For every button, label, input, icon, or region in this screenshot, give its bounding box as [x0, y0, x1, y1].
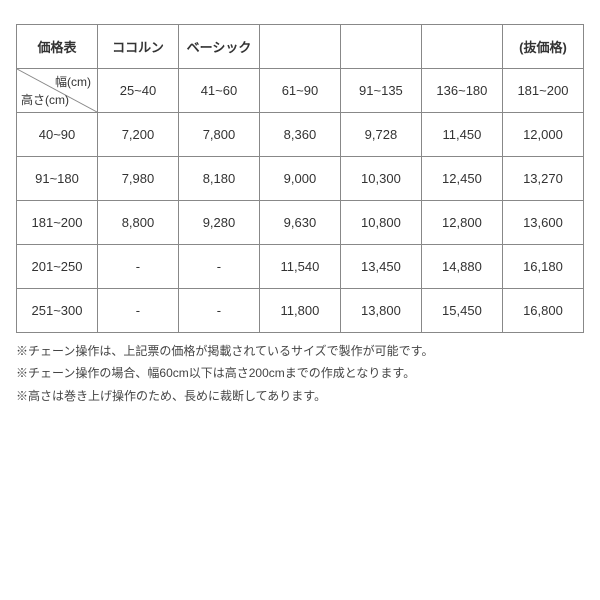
axis-height-label: 高さ(cm) — [21, 91, 69, 108]
price-cell: 7,980 — [97, 157, 178, 201]
width-range-header: 25~40 — [97, 69, 178, 113]
width-range-header: 181~200 — [502, 69, 583, 113]
axis-width-label: 幅(cm) — [55, 73, 91, 90]
blank-header — [421, 25, 502, 69]
height-range-cell: 181~200 — [17, 201, 98, 245]
price-cell: 11,800 — [259, 289, 340, 333]
price-cell: 8,800 — [97, 201, 178, 245]
price-cell: 15,450 — [421, 289, 502, 333]
price-cell: 9,280 — [178, 201, 259, 245]
table-subtitle-1: ココルン — [97, 25, 178, 69]
table-row: 91~180 7,980 8,180 9,000 10,300 12,450 1… — [17, 157, 584, 201]
height-range-cell: 40~90 — [17, 113, 98, 157]
blank-header — [340, 25, 421, 69]
notes-section: ※チェーン操作は、上記票の価格が掲載されているサイズで製作が可能です。 ※チェー… — [16, 341, 584, 406]
note-line: ※チェーン操作は、上記票の価格が掲載されているサイズで製作が可能です。 — [16, 341, 584, 361]
price-cell: 12,000 — [502, 113, 583, 157]
price-cell: 8,180 — [178, 157, 259, 201]
price-cell: - — [97, 245, 178, 289]
price-cell: 13,270 — [502, 157, 583, 201]
price-cell: 13,600 — [502, 201, 583, 245]
height-range-cell: 201~250 — [17, 245, 98, 289]
width-range-header: 41~60 — [178, 69, 259, 113]
price-table: 価格表 ココルン ベーシック (抜価格) 幅(cm) 高さ(cm) 25~40 … — [16, 24, 584, 333]
price-cell: 16,800 — [502, 289, 583, 333]
note-line: ※高さは巻き上げ操作のため、長めに裁断してあります。 — [16, 386, 584, 406]
price-cell: 7,800 — [178, 113, 259, 157]
price-cell: 9,728 — [340, 113, 421, 157]
price-cell: 13,450 — [340, 245, 421, 289]
table-row: 251~300 - - 11,800 13,800 15,450 16,800 — [17, 289, 584, 333]
table-row: 40~90 7,200 7,800 8,360 9,728 11,450 12,… — [17, 113, 584, 157]
blank-header — [259, 25, 340, 69]
table-title: 価格表 — [17, 25, 98, 69]
header-row-2: 幅(cm) 高さ(cm) 25~40 41~60 61~90 91~135 13… — [17, 69, 584, 113]
price-cell: 11,540 — [259, 245, 340, 289]
price-cell: 10,300 — [340, 157, 421, 201]
price-cell: 9,000 — [259, 157, 340, 201]
height-range-cell: 91~180 — [17, 157, 98, 201]
price-cell: 9,630 — [259, 201, 340, 245]
axis-diagonal-cell: 幅(cm) 高さ(cm) — [17, 69, 98, 113]
price-cell: - — [178, 245, 259, 289]
price-note-header: (抜価格) — [502, 25, 583, 69]
note-line: ※チェーン操作の場合、幅60cm以下は高さ200cmまでの作成となります。 — [16, 363, 584, 383]
header-row-1: 価格表 ココルン ベーシック (抜価格) — [17, 25, 584, 69]
price-cell: 10,800 — [340, 201, 421, 245]
price-cell: - — [178, 289, 259, 333]
price-cell: 16,180 — [502, 245, 583, 289]
price-cell: 12,800 — [421, 201, 502, 245]
price-cell: 7,200 — [97, 113, 178, 157]
price-cell: 14,880 — [421, 245, 502, 289]
width-range-header: 61~90 — [259, 69, 340, 113]
price-cell: 11,450 — [421, 113, 502, 157]
height-range-cell: 251~300 — [17, 289, 98, 333]
table-row: 201~250 - - 11,540 13,450 14,880 16,180 — [17, 245, 584, 289]
width-range-header: 136~180 — [421, 69, 502, 113]
price-cell: - — [97, 289, 178, 333]
price-cell: 12,450 — [421, 157, 502, 201]
price-cell: 13,800 — [340, 289, 421, 333]
table-subtitle-2: ベーシック — [178, 25, 259, 69]
width-range-header: 91~135 — [340, 69, 421, 113]
table-row: 181~200 8,800 9,280 9,630 10,800 12,800 … — [17, 201, 584, 245]
price-cell: 8,360 — [259, 113, 340, 157]
